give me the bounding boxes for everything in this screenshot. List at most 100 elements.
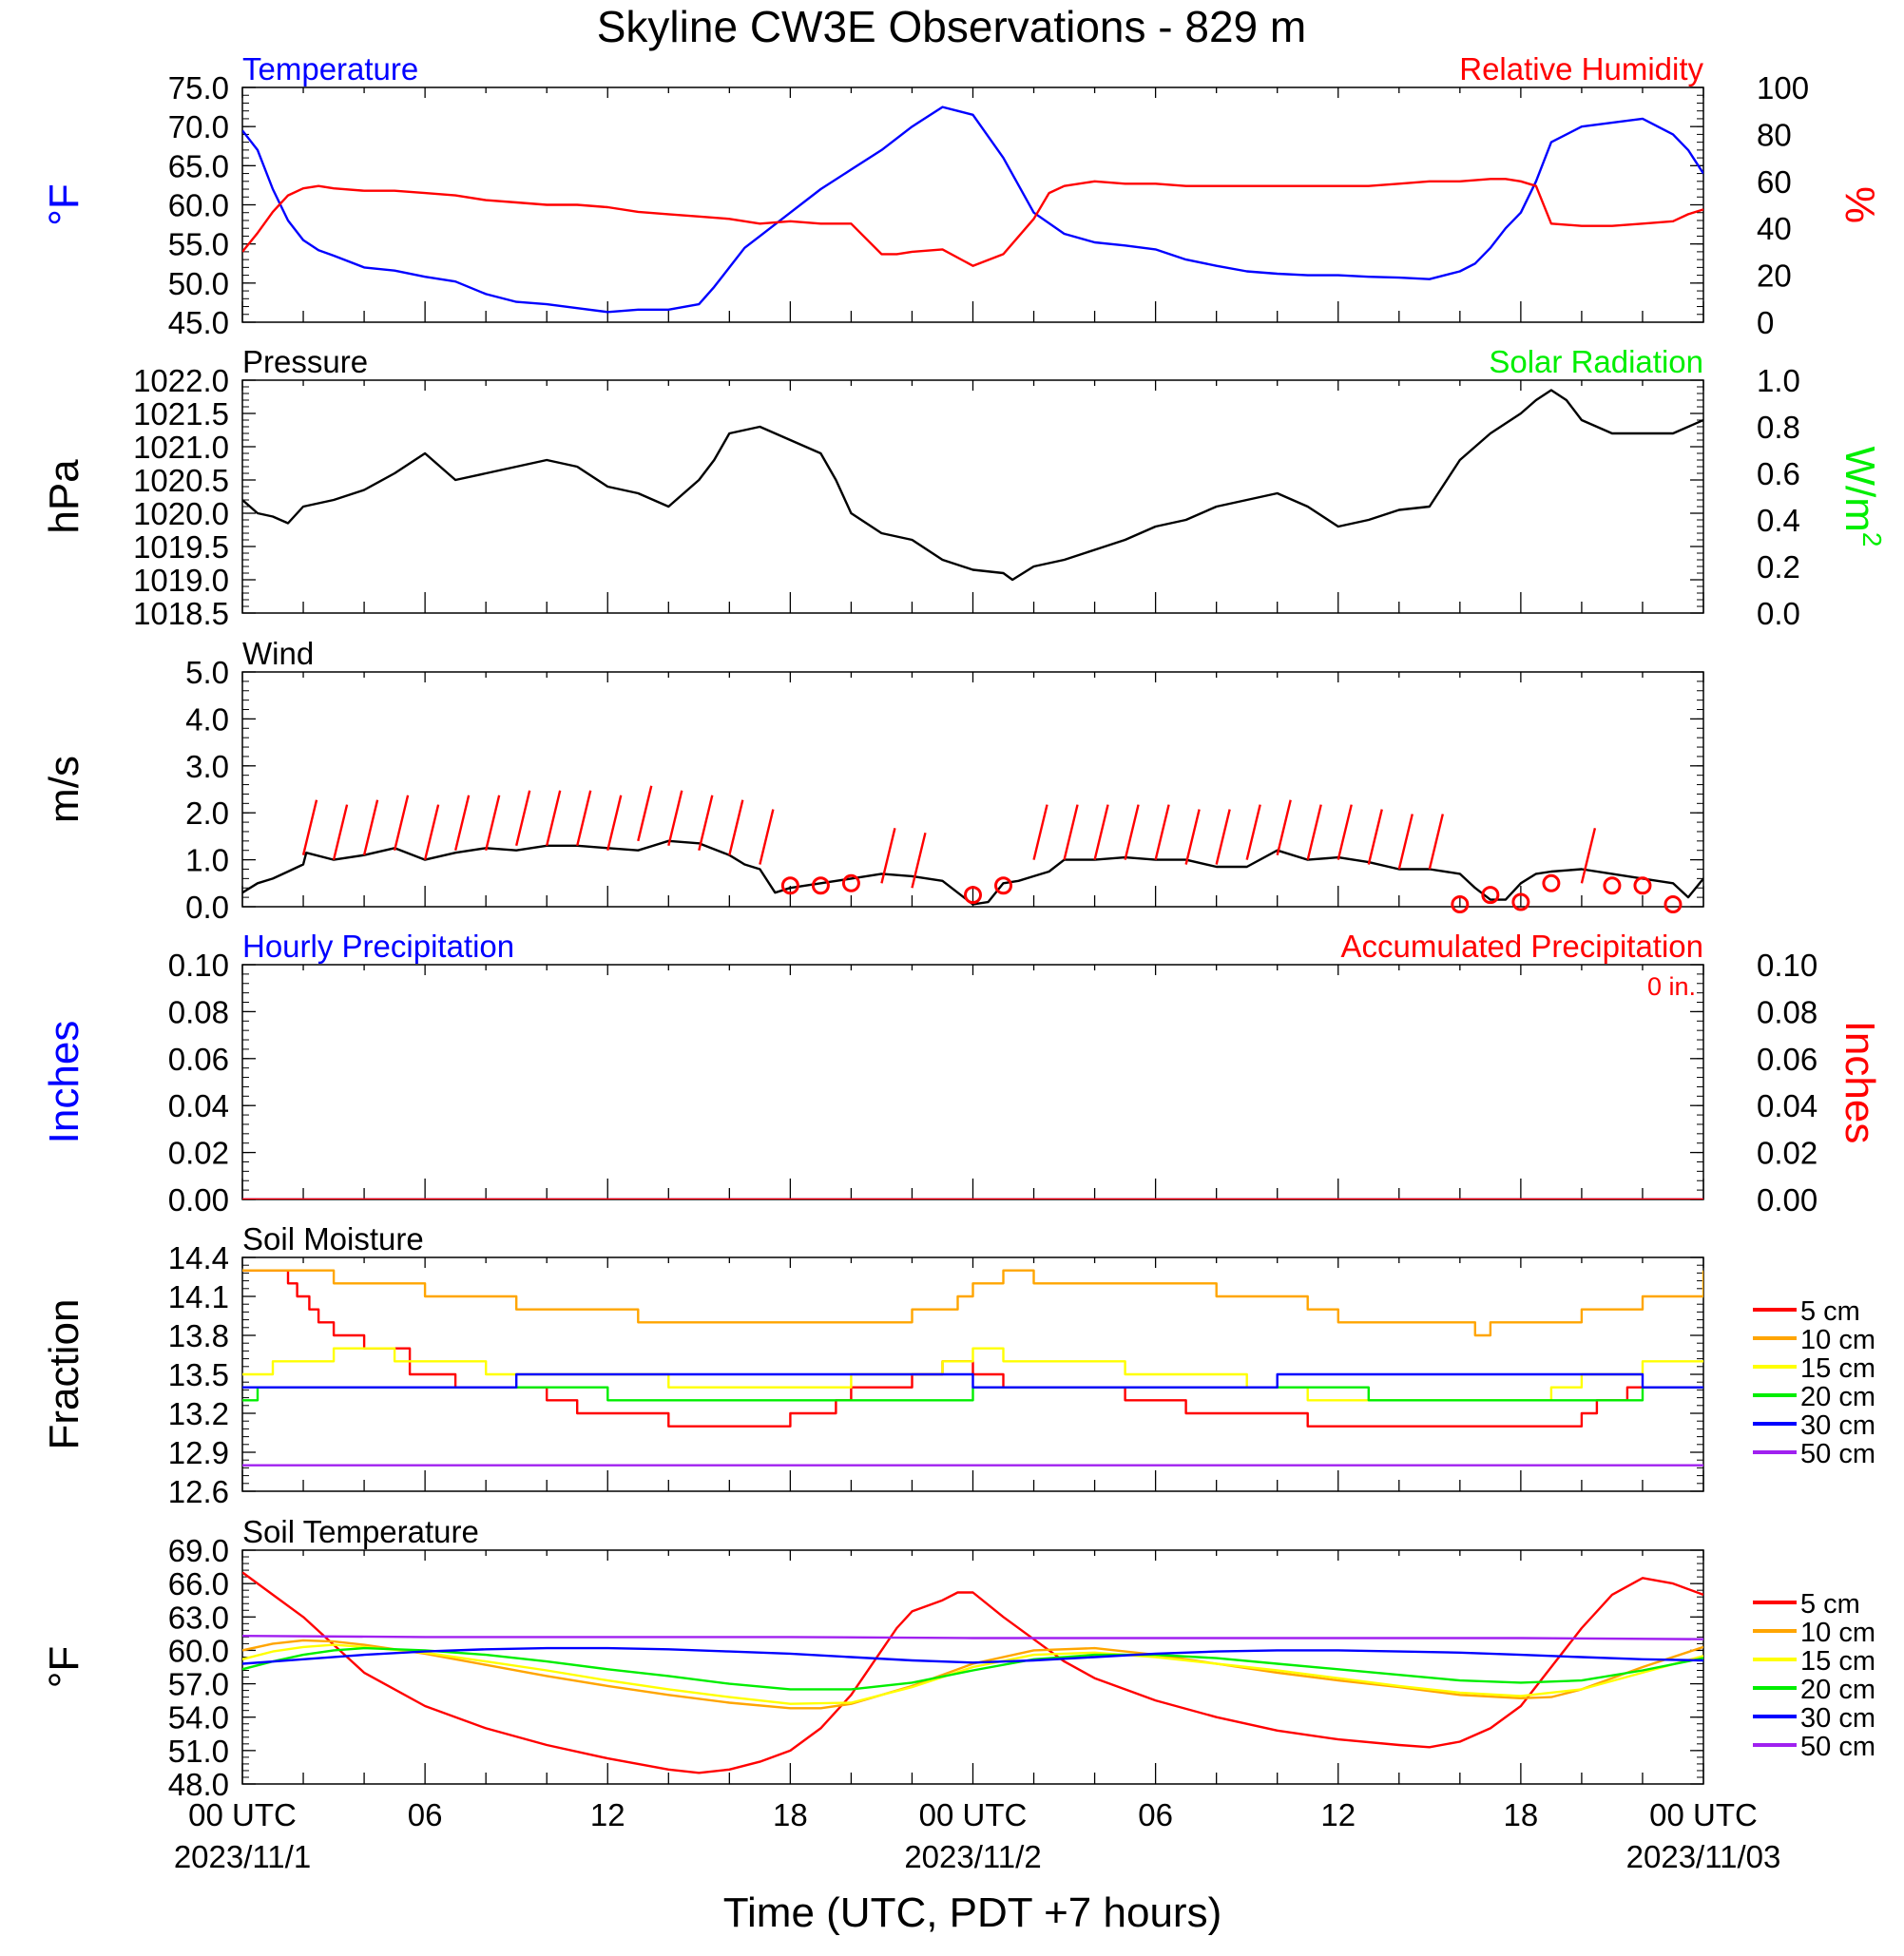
y-tick-label-left: 57.0: [168, 1667, 229, 1702]
panel-title-left: Hourly Precipitation: [242, 929, 514, 964]
y-tick-label-left: 1020.5: [133, 463, 229, 498]
y-tick-label-left: 3.0: [185, 749, 229, 784]
y-tick-label-left: 65.0: [168, 148, 229, 183]
series-line-20-cm: [242, 1386, 1703, 1402]
series-line-30-cm: [242, 1646, 1703, 1665]
y-tick-label-left: 0.00: [168, 1182, 229, 1218]
plot-frame: [241, 86, 1704, 323]
wind-barb: [606, 795, 623, 852]
series-line-5-cm: [242, 1269, 1703, 1428]
y-tick-label-left: 60.0: [168, 1633, 229, 1668]
y-axis-title-left: hPa: [41, 459, 87, 534]
y-tick-label-left: 1020.0: [133, 496, 229, 531]
panel-title-left: Soil Moisture: [242, 1221, 424, 1256]
wind-barb: [393, 795, 410, 852]
series-line-10-cm: [242, 1269, 1703, 1337]
y-tick-label-left: 1021.0: [133, 430, 229, 465]
panel-title-right: Accumulated Precipitation: [1340, 929, 1703, 964]
legend-label: 30 cm: [1800, 1410, 1875, 1441]
y-tick-label-left: 1018.5: [133, 596, 229, 631]
y-tick-label-right: 0.04: [1757, 1088, 1817, 1123]
y-tick-label-right: 0.4: [1757, 503, 1800, 538]
y-tick-label-right: 0.0: [1757, 596, 1800, 631]
wind-barb: [1154, 804, 1170, 860]
y-tick-label-left: 12.9: [168, 1435, 229, 1470]
wind-barb: [1184, 809, 1201, 865]
y-tick-label-left: 14.1: [168, 1279, 229, 1314]
legend-label: 20 cm: [1800, 1675, 1875, 1705]
wind-barb: [728, 799, 744, 855]
wind-barb: [301, 799, 318, 855]
y-tick-label-left: 1019.5: [133, 529, 229, 565]
wind-barb: [515, 790, 531, 847]
y-tick-label-right: 0.02: [1757, 1136, 1817, 1171]
y-axis-title-right: Inches: [1837, 1021, 1883, 1144]
y-tick-label-left: 13.2: [168, 1396, 229, 1431]
wind-calm-marker: [1542, 873, 1561, 892]
x-axis-title: Time (UTC, PDT +7 hours): [723, 1889, 1221, 1936]
y-tick-label-right: 0.08: [1757, 994, 1817, 1029]
wind-barb: [1032, 804, 1048, 860]
wind-barb: [1580, 828, 1597, 884]
y-tick-label-left: 0.06: [168, 1042, 229, 1077]
y-tick-label-left: 2.0: [185, 796, 229, 831]
panel-soil_temperature: 48.051.054.057.060.063.066.069.0 Soil Tem…: [41, 1514, 1875, 1802]
x-date-label: 2023/11/1: [174, 1839, 311, 1874]
panel-title-right: Relative Humidity: [1459, 51, 1703, 86]
y-tick-label-left: 50.0: [168, 266, 229, 301]
y-axis-title-left: °F: [41, 183, 87, 225]
wind-calm-marker: [811, 876, 830, 895]
y-tick-label-left: 13.5: [168, 1357, 229, 1392]
wind-barb: [1367, 809, 1383, 865]
series-line-left-0: [242, 389, 1703, 582]
y-tick-label-left: 1019.0: [133, 563, 229, 598]
x-tick-label: 12: [1320, 1797, 1356, 1832]
wind-barb: [1276, 799, 1292, 855]
wind-calm-marker: [964, 886, 982, 905]
panel-precip: 0.00 0.02 0.04 0.06 0.08 0.10 0.00 0.02 0.04 0.06…: [41, 929, 1883, 1218]
y-tick-label-right: 0.6: [1757, 456, 1800, 491]
wind-barb: [1093, 804, 1109, 860]
y-tick-label-left: 4.0: [185, 701, 229, 737]
series-line-left-0: [242, 839, 1703, 906]
chart-title: Skyline CW3E Observations - 829 m: [597, 2, 1307, 51]
wind-calm-marker: [780, 876, 799, 895]
y-tick-label-left: 54.0: [168, 1700, 229, 1735]
panel-title-left: Pressure: [242, 344, 368, 379]
panel-wind: 0.0 1.0 2.0 3.0 4.0 5.0 Wind m/s: [41, 636, 1704, 925]
series-line-30-cm: [242, 1372, 1703, 1389]
legend-label: 5 cm: [1800, 1296, 1860, 1327]
wind-barb: [453, 795, 471, 852]
wind-barb: [1306, 804, 1322, 860]
wind-barb: [911, 832, 927, 889]
wind-barb: [1397, 814, 1414, 870]
wind-calm-marker: [1511, 892, 1530, 911]
plot-frame: [241, 964, 1704, 1200]
y-tick-label-right: 0: [1757, 305, 1774, 340]
wind-calm-marker: [994, 876, 1013, 895]
legend-label: 10 cm: [1800, 1618, 1875, 1648]
x-tick-label: 00 UTC: [188, 1797, 297, 1832]
panel-title-left: Temperature: [242, 51, 418, 86]
panel-temp_rh: 45.0 50.0 55.0 60.0 65.0 70.0 75.0 0 20 40 60 80 100…: [41, 51, 1883, 340]
y-tick-label-left: 1022.0: [133, 363, 229, 398]
y-tick-label-right: 0.10: [1757, 948, 1817, 983]
wind-barb: [1428, 814, 1444, 870]
y-tick-label-left: 5.0: [185, 655, 229, 690]
y-tick-label-left: 0.04: [168, 1088, 229, 1123]
wind-barb: [880, 828, 896, 884]
y-tick-label-right: 0.00: [1757, 1182, 1817, 1218]
wind-barb: [1245, 804, 1261, 860]
y-tick-label-left: 45.0: [168, 305, 229, 340]
x-date-label: 2023/11/2: [904, 1839, 1041, 1874]
wind-barb: [1063, 804, 1079, 860]
wind-calm-marker: [1664, 895, 1683, 914]
x-date-label: 2023/11/03: [1626, 1839, 1781, 1874]
y-tick-label-left: 1.0: [185, 843, 229, 878]
panels: 45.0 50.0 55.0 60.0 65.0 70.0 75.0 0 20 40 60 80 100…: [41, 51, 1887, 1802]
wind-calm-marker: [1451, 895, 1470, 914]
y-tick-label-left: 14.4: [168, 1240, 229, 1275]
y-tick-label-left: 1021.5: [133, 396, 229, 431]
y-tick-label-left: 51.0: [168, 1734, 229, 1769]
y-tick-label-right: 40: [1757, 211, 1792, 246]
